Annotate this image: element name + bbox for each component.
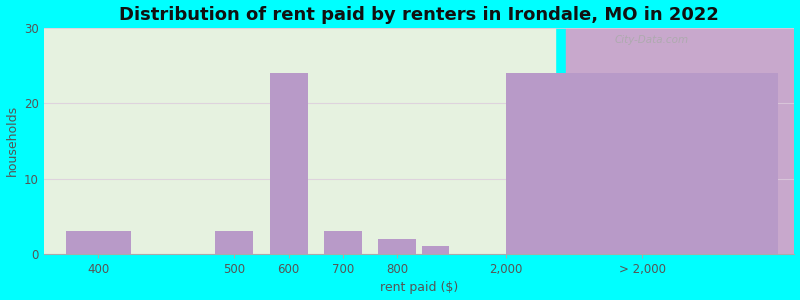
Title: Distribution of rent paid by renters in Irondale, MO in 2022: Distribution of rent paid by renters in … (119, 6, 719, 24)
Bar (215, 231, 254, 254)
Bar (44, 28, 555, 254)
Bar (506, 73, 778, 254)
Bar (378, 239, 417, 254)
Y-axis label: households: households (6, 105, 18, 176)
Bar (422, 246, 449, 254)
Bar (66, 231, 131, 254)
Text: City-Data.com: City-Data.com (614, 35, 689, 45)
Bar (566, 28, 794, 254)
Bar (270, 73, 308, 254)
Bar (324, 231, 362, 254)
X-axis label: rent paid ($): rent paid ($) (380, 281, 458, 294)
